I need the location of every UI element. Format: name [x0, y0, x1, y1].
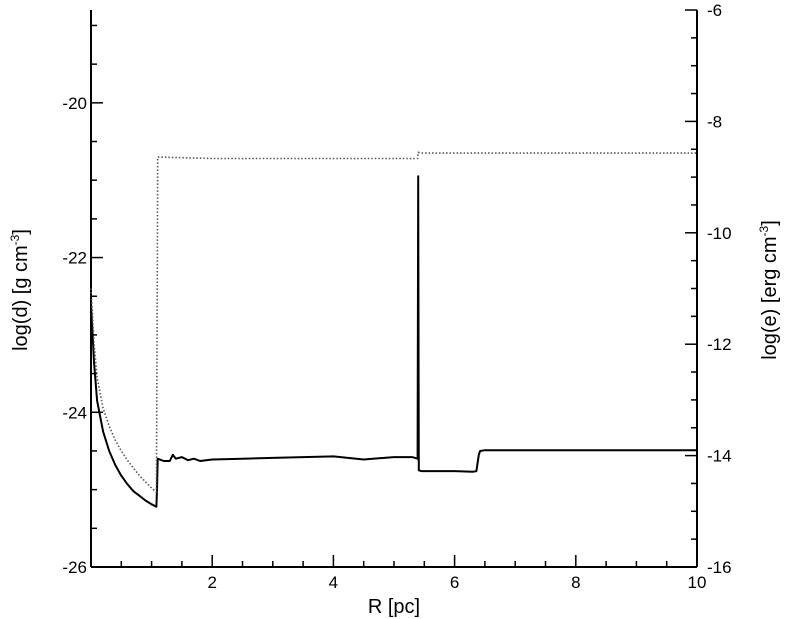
- x-tick-label: 6: [450, 573, 459, 592]
- y-right-tick-label: -10: [707, 224, 732, 243]
- y-right-title-sup: -3: [757, 225, 771, 236]
- x-tick-label: 8: [571, 573, 580, 592]
- y-left-tick-label: -22: [62, 249, 87, 268]
- y-left-title-base: log(d) [g cm: [10, 245, 32, 351]
- y-right-tick-label: -8: [707, 112, 722, 131]
- series-layer: [90, 151, 697, 508]
- y-left-title-close: ]: [10, 229, 32, 235]
- y-right-title-base: log(e) [erg cm: [759, 236, 781, 359]
- axes: 2 4 6 8 10 -20 -22 -24 -26 -6 -8 -10 -12 -14 -16: [62, 1, 731, 592]
- x-tick-label: 10: [688, 573, 707, 592]
- x-axis-title: R [pc]: [368, 596, 420, 618]
- y-right-tick-label: -6: [707, 1, 722, 20]
- y-axis-left-title: log(d) [g cm-3]: [8, 229, 32, 351]
- y-right-tick-label: -12: [707, 335, 732, 354]
- y-right-title-close: ]: [759, 220, 781, 226]
- y-right-tick-label: -16: [707, 558, 732, 577]
- series-dotted-line: [90, 151, 697, 493]
- y-left-tick-label: -26: [62, 558, 87, 577]
- y-left-title-sup: -3: [8, 234, 22, 245]
- x-tick-label: 4: [329, 573, 338, 592]
- plot-frame: [90, 10, 698, 568]
- y-right-tick-label: -14: [707, 447, 732, 466]
- x-tick-label: 2: [207, 573, 216, 592]
- y-axis-right-title: log(e) [erg cm-3]: [757, 220, 781, 360]
- y-left-tick-label: -20: [62, 94, 87, 113]
- series-solid-line: [90, 175, 697, 508]
- y-left-tick-label: -24: [62, 403, 87, 422]
